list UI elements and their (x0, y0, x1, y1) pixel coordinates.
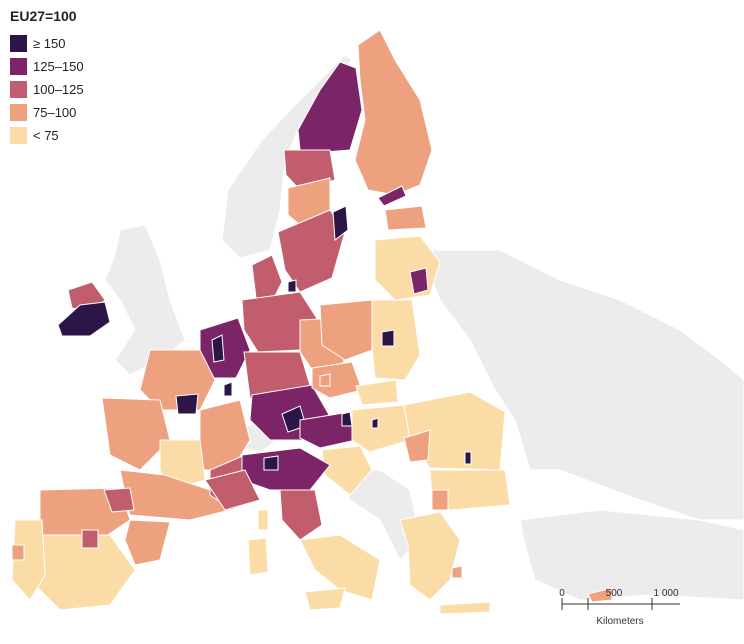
slovakia (355, 379, 399, 406)
greece (399, 511, 461, 601)
legend-swatch (10, 35, 27, 52)
madrid (81, 529, 99, 549)
latvia-lithuania (374, 235, 441, 301)
legend-item: 75–100 (10, 101, 84, 124)
czechia (311, 361, 363, 399)
prague (319, 373, 331, 387)
luxembourg (223, 381, 233, 397)
non-eu-land (104, 54, 744, 601)
poland-east (371, 299, 421, 381)
benelux-capital (211, 334, 225, 363)
legend-label: < 75 (33, 128, 59, 143)
estonia (384, 205, 427, 231)
legend-label: 125–150 (33, 59, 84, 74)
copenhagen (287, 279, 297, 293)
basque (103, 487, 135, 513)
legend-label: ≥ 150 (33, 36, 66, 51)
legend-label: 100–125 (33, 82, 84, 97)
paris (175, 393, 199, 415)
turkey (519, 509, 744, 601)
scale-unit-label: Kilometers (596, 616, 643, 627)
vilnius (409, 267, 429, 295)
legend-swatch (10, 104, 27, 121)
italy-northwest (204, 469, 261, 511)
budapest (371, 417, 379, 429)
finland (354, 29, 433, 196)
sweden-south (277, 209, 346, 293)
great-britain (104, 224, 186, 376)
corsica (257, 509, 269, 531)
scale-bar: 0 500 1 000 Kilometers (559, 588, 680, 627)
sicily (304, 587, 346, 611)
legend-title: EU27=100 (10, 8, 77, 24)
italy-south (299, 534, 381, 601)
legend-item: ≥ 150 (10, 32, 84, 55)
scale-tick-500: 500 (606, 588, 623, 599)
romania-west (403, 429, 431, 463)
denmark (251, 254, 283, 303)
crete (439, 601, 491, 615)
legend-item: < 75 (10, 124, 84, 147)
athens (451, 565, 463, 579)
catalonia (124, 519, 171, 566)
italy-north (241, 447, 331, 491)
sardinia (247, 537, 269, 576)
bucharest (464, 451, 472, 465)
scale-tick-1000: 1 000 (653, 588, 678, 599)
legend: EU27=100 ≥ 150 125–150 100–125 75–100 < … (10, 8, 84, 147)
legend-swatch (10, 81, 27, 98)
italy-central (279, 489, 323, 541)
helsinki (377, 185, 407, 207)
hungary (351, 404, 411, 453)
legend-item: 100–125 (10, 78, 84, 101)
milan (263, 455, 279, 471)
lisbon (11, 544, 25, 561)
warsaw (381, 329, 395, 347)
ireland-east (57, 301, 111, 337)
poland-west (319, 299, 379, 361)
cyprus (587, 587, 613, 603)
stockholm (332, 205, 349, 241)
france-west (101, 397, 171, 471)
france-south (119, 469, 231, 521)
legend-item: 125–150 (10, 55, 84, 78)
eu-regions (11, 29, 613, 615)
legend-label: 75–100 (33, 105, 77, 120)
scale-tick-0: 0 (559, 588, 565, 599)
portugal (11, 519, 46, 601)
legend-swatch (10, 127, 27, 144)
legend-swatch (10, 58, 27, 75)
vienna (341, 411, 353, 427)
sofia (431, 489, 449, 511)
